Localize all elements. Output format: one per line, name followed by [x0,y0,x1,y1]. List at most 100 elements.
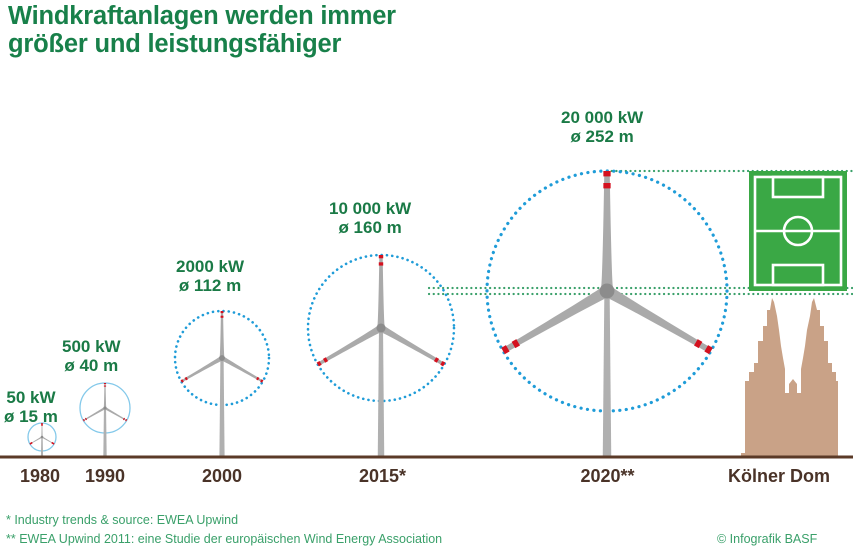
label-diameter-1990: ø 40 m [64,356,119,376]
turbine-1980-blade-lower-right [41,436,55,445]
turbine-2000-blade-up [219,311,225,358]
turbine-2000-blade-lower-right-tip-band-1 [260,379,264,383]
axis-label-1990: 1990 [84,466,126,486]
turbine-1990-blade-lower-left-body [83,406,106,421]
turbine-2015-blade-lower-left-body [316,324,383,366]
turbine-1990-blade-lower-right-tip-band-2 [122,417,126,421]
turbine-2015-blade-up-tip-band-2 [378,262,384,266]
football-field-penalty-box-top [771,175,825,199]
label-power-2020: 20 000 kW [561,108,644,127]
turbine-1990-hub [103,406,107,410]
label-power-2000: 2000 kW [176,257,245,276]
turbine-1990-tower [103,408,107,457]
turbine-2020-blade-lower-right [603,285,713,355]
turbine-1990-blade-up [103,383,107,408]
koelner-dom-silhouette [745,298,838,457]
turbine-2020-blade-lower-left-body [501,285,611,354]
label-turbine-1980: 50 kW ø 15 m [4,388,58,426]
turbine-2000-blade-up-tip-band-1 [220,311,224,314]
turbine-1980-blade-up-tip-band-1 [41,423,43,426]
turbine-1990-blade-lower-left-tip-band-2 [84,417,88,421]
turbine-2020-hub [599,283,615,299]
turbine-1990-blade-up-tip-band-1 [103,383,107,385]
turbine-2015-blade-lower-left-tip-band-1 [316,360,322,367]
turbine-2020-blade-lower-left-tip-band-1 [501,345,510,355]
turbine-1990-blade-up-tip-band-2 [103,385,107,387]
turbine-2000-hub [219,355,225,361]
turbine-2015-blade-lower-right-body [379,324,446,366]
turbine-2020-blade-lower-right-tip-band-1 [704,345,713,355]
turbine-1990-blade-lower-left-tip-band-1 [82,418,85,422]
turbine-2000[interactable] [173,309,271,457]
turbine-1990-blade-lower-right-tip-band-1 [125,418,128,422]
label-power-1990: 500 kW [62,337,121,356]
turbine-2020-blade-up-tip-band-1 [603,171,611,177]
turbine-2020-blade-up-tip-band-2 [603,183,611,189]
turbine-2000-blade-lower-left [180,355,224,383]
turbine-2000-blade-lower-left-body [180,355,224,383]
koelner-dom-base-band [741,453,838,457]
turbine-2000-blade-lower-right-tip-band-2 [256,376,260,381]
turbine-2000-blade-up-tip-band-2 [220,315,224,318]
turbine-2000-blade-lower-left-tip-band-2 [184,376,188,381]
turbine-2000-blade-lower-right [220,355,264,383]
turbine-1980-blade-lower-left-tip-band-1 [29,441,33,445]
turbine-1980-blade-up [41,423,43,437]
copyright-notice: © Infografik BASF [717,532,818,546]
turbine-1990-blade-lower-right-body [104,406,127,421]
turbine-2015[interactable] [306,253,456,457]
turbine-2015-tower [377,328,385,457]
turbine-2015-blade-lower-right-tip-band-2 [433,357,440,363]
turbine-1990-blade-lower-right [104,406,128,422]
turbine-2015-hub [376,323,386,333]
label-diameter-2000: ø 112 m [178,276,242,296]
turbine-2000-blade-lower-right-body [220,355,264,383]
turbine-2020-blade-lower-right-body [603,285,713,354]
turbine-1990-blade-lower-left [82,406,106,422]
turbine-2015-blade-lower-left [316,324,383,367]
title-line-2: größer und leistungsfähiger [8,30,342,58]
footnote-line-2: ** EWEA Upwind 2011: eine Studie der eur… [6,532,443,546]
turbine-1980[interactable] [27,422,57,457]
label-diameter-2020: ø 252 m [570,127,634,147]
label-turbine-2020: 20 000 kW ø 252 m [561,108,643,146]
turbine-1980-blade-up-body [41,423,43,437]
turbine-1980-tower [40,437,44,457]
turbine-2015-blade-lower-right [379,324,446,367]
axis-label-2020: 2020** [580,466,635,486]
turbine-1980-blade-lower-left [29,436,43,445]
turbine-2015-blade-up-tip-band-1 [378,255,384,259]
koelner-dom-body [745,298,838,457]
page-title: Windkraftanlagen werden immer größer und… [8,2,528,58]
football-field-center-circle [782,215,814,247]
turbine-2015-blade-lower-left-tip-band-2 [322,357,329,363]
turbine-2020-blade-up-body [600,171,614,291]
label-turbine-2000: 2000 kW ø 112 m [176,257,244,295]
svg-figure-layer [0,169,853,459]
label-power-1980: 50 kW [6,388,56,407]
turbine-2015-blade-up [377,255,385,328]
turbine-2020-blade-up [600,171,614,291]
turbine-2020[interactable] [485,169,729,457]
title-line-1: Windkraftanlagen werden immer [8,2,396,30]
turbine-1980-hub [40,435,44,439]
football-field [749,171,847,291]
turbine-1980-blade-lower-left-body [29,436,43,445]
turbine-2020-tower [602,291,612,457]
football-field-penalty-box-bottom [771,263,825,287]
axis-label-2015: 2015* [358,466,407,486]
turbine-2020-blade-lower-left [501,285,611,355]
turbine-2020-blade-lower-right-tip-band-2 [694,339,703,349]
label-power-2015: 10 000 kW [329,199,412,218]
label-turbine-1990: 500 kW ø 40 m [62,337,121,375]
axis-label-1980: 1980 [19,466,61,486]
turbine-1980-blade-lower-right-body [41,436,55,445]
turbine-2000-blade-lower-left-tip-band-1 [180,379,184,383]
axis-label-koelner-dom: Kölner Dom [727,466,830,486]
turbine-2000-tower [219,358,225,457]
turbine-2015-blade-up-body [377,255,385,328]
turbine-1990[interactable] [79,382,131,457]
label-diameter-2015: ø 160 m [338,218,402,238]
